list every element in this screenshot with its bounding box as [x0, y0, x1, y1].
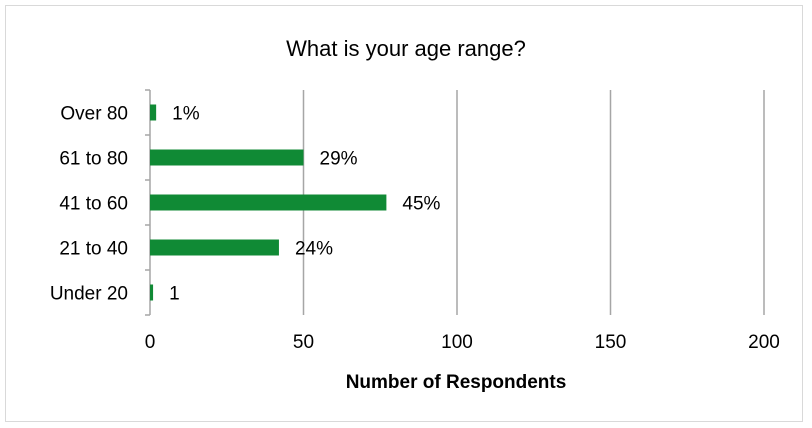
- x-tick-label: 50: [293, 332, 314, 353]
- x-tick-label: 0: [145, 332, 156, 353]
- data-label: 29%: [320, 149, 358, 170]
- gridlines: [145, 89, 765, 316]
- chart-title: What is your age range?: [286, 36, 526, 61]
- x-axis-title: Number of Respondents: [346, 372, 567, 393]
- category-label: 41 to 60: [59, 194, 128, 215]
- category-label: 61 to 80: [59, 149, 128, 170]
- data-label: 45%: [402, 194, 440, 215]
- chart-frame: [5, 5, 803, 422]
- bar: [150, 239, 279, 256]
- data-label: 1: [169, 284, 180, 305]
- bar: [150, 104, 157, 121]
- bar: [150, 194, 387, 211]
- x-tick-label: 150: [595, 332, 627, 353]
- category-label: 21 to 40: [59, 239, 128, 260]
- category-label: Over 80: [60, 104, 128, 125]
- bar: [150, 149, 304, 166]
- x-tick-labels: 0 50 100 150 200: [145, 332, 780, 353]
- x-tick-label: 200: [748, 332, 780, 353]
- bars: [150, 104, 387, 301]
- category-label: Under 20: [50, 284, 128, 305]
- data-label: 1%: [172, 104, 200, 125]
- bar: [150, 284, 154, 301]
- x-tick-label: 100: [441, 332, 473, 353]
- category-labels: Over 80 61 to 80 41 to 60 21 to 40 Under 20: [50, 104, 128, 305]
- data-label: 24%: [295, 239, 333, 260]
- data-labels: 1% 29% 45% 24% 1: [169, 104, 440, 305]
